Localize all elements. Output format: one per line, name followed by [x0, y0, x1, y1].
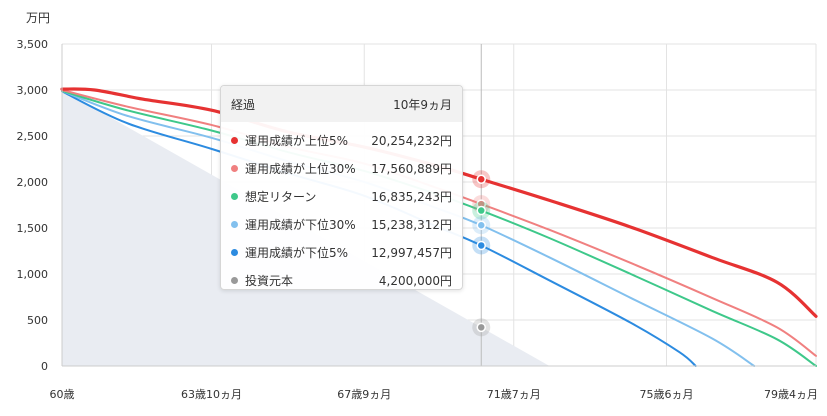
tooltip-title: 経過 [231, 97, 256, 112]
x-tick-label: 60歳 [50, 388, 75, 401]
legend-dot-icon [231, 164, 238, 172]
hover-marker [476, 174, 486, 184]
hover-marker [476, 205, 486, 216]
tooltip-series-value: 4,200,000円 [378, 273, 452, 288]
y-tick-label: 2,000 [17, 176, 49, 189]
y-tick-label: 2,500 [17, 130, 49, 143]
tooltip-elapsed: 10年9ヵ月 [393, 97, 452, 112]
y-tick-label: 3,000 [17, 84, 49, 97]
tooltip-header: 経過 10年9ヵ月 [221, 86, 462, 122]
tooltip-series-value: 16,835,243円 [371, 189, 452, 204]
tooltip-row: 投資元本 4,200,000円 [221, 266, 462, 294]
hover-marker [476, 322, 486, 333]
tooltip-series-name: 運用成績が上位30% [245, 161, 356, 176]
hover-marker [476, 240, 486, 251]
y-tick-label: 3,500 [17, 38, 49, 51]
hover-layer [472, 44, 491, 366]
tooltip-rows: 運用成績が上位5% 20,254,232円 運用成績が上位30% 17,560,889… [221, 126, 462, 294]
y-tick-label: 500 [27, 314, 48, 327]
hover-marker [476, 220, 486, 230]
tooltip-series-value: 20,254,232円 [371, 133, 452, 148]
y-tick-label: 0 [41, 360, 48, 373]
y-tick-label: 1,500 [17, 222, 49, 235]
tooltip-series-value: 15,238,312円 [371, 217, 452, 232]
x-tick-label: 63歳10ヵ月 [181, 388, 242, 401]
tooltip-row: 運用成績が上位30% 17,560,889円 [221, 154, 462, 182]
x-tick-label: 71歳7ヵ月 [487, 388, 541, 401]
legend-dot-icon [231, 248, 238, 256]
chart-tooltip: 経過 10年9ヵ月 運用成績が上位5% 20,254,232円 運用成績が上位30%… [220, 85, 463, 290]
tooltip-row: 運用成績が上位5% 20,254,232円 [221, 126, 462, 154]
tooltip-series-name: 運用成績が下位5% [245, 245, 349, 260]
tooltip-series-value: 12,997,457円 [371, 245, 452, 260]
tooltip-series-name: 運用成績が上位5% [245, 133, 349, 148]
x-tick-label: 75歳6ヵ月 [640, 388, 694, 401]
tooltip-series-name: 運用成績が下位30% [245, 217, 356, 232]
tooltip-series-name: 想定リターン [245, 189, 317, 204]
tooltip-row: 運用成績が下位5% 12,997,457円 [221, 238, 462, 266]
tooltip-series-value: 17,560,889円 [371, 161, 452, 176]
tooltip-series-name: 投資元本 [245, 273, 294, 288]
tooltip-row: 運用成績が下位30% 15,238,312円 [221, 210, 462, 238]
chart-axes: 0 500 1,000 1,500 2,000 2,500 3,000 3,500 60歳 63歳… [17, 38, 819, 401]
y-tick-label: 1,000 [17, 268, 49, 281]
x-tick-label: 67歳9ヵ月 [337, 388, 391, 401]
x-tick-label: 79歳4ヵ月 [764, 388, 818, 401]
tooltip-row: 想定リターン 16,835,243円 [221, 182, 462, 210]
y-axis-unit: 万円 [26, 11, 51, 25]
legend-dot-icon [231, 136, 238, 144]
legend-dot-icon [231, 192, 238, 200]
legend-dot-icon [231, 276, 238, 284]
legend-dot-icon [231, 220, 238, 228]
